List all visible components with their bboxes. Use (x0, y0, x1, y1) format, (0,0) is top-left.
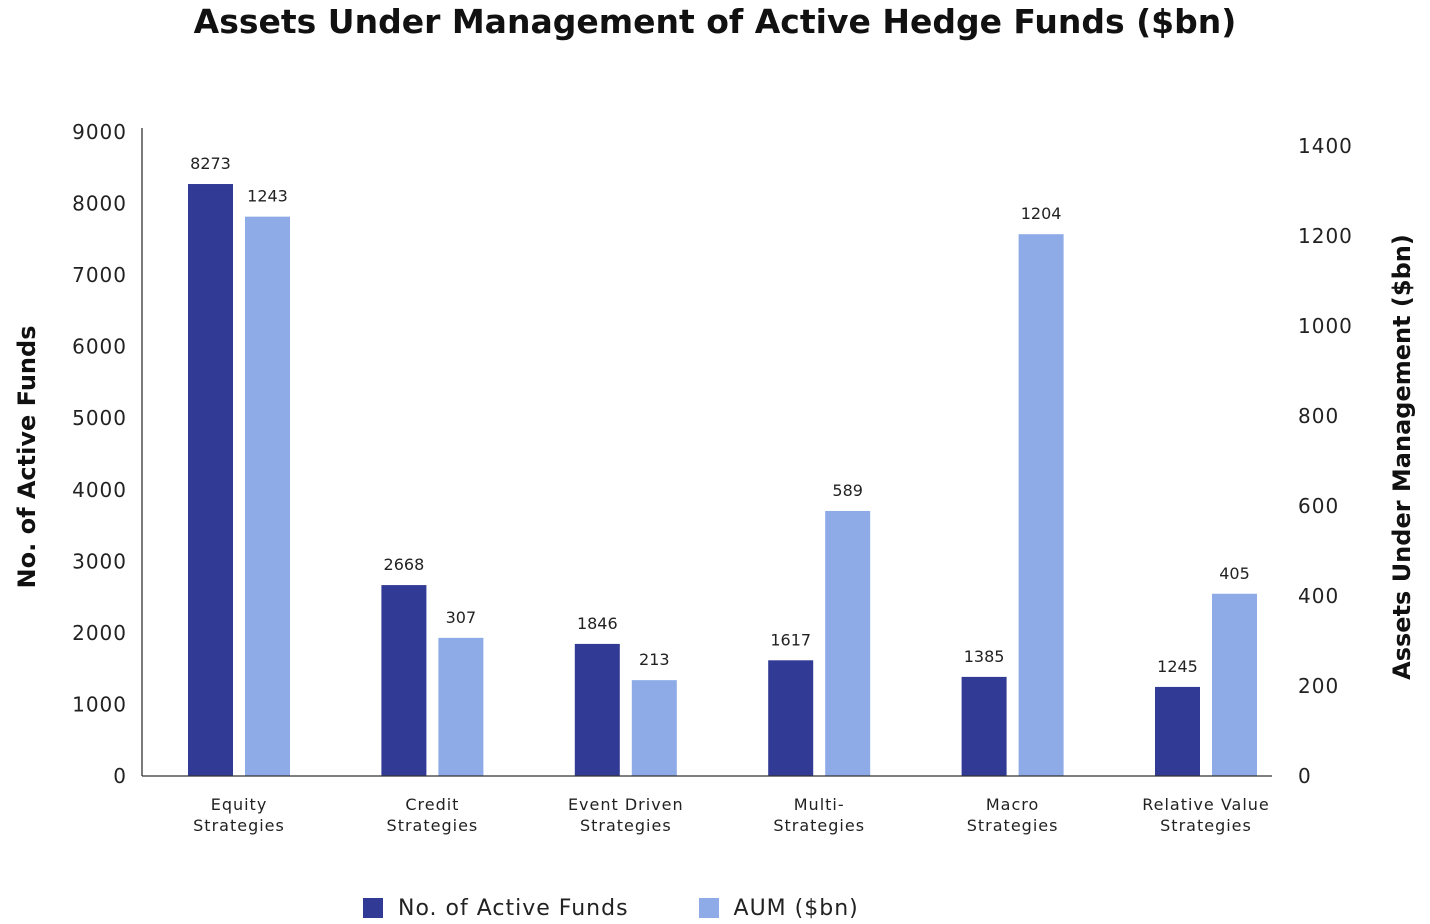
y2-tick-label-200: 200 (1298, 674, 1339, 698)
bar-funds-1 (381, 585, 427, 776)
bar-funds-0 (188, 184, 233, 777)
data-label-funds-1: 2668 (384, 555, 425, 574)
data-label-funds-4: 1385 (964, 647, 1005, 666)
x-tick-label-3-1: Strategies (773, 816, 865, 835)
y-tick-label-0: 0 (113, 764, 127, 788)
x-tick-label-4-0: Macro (986, 795, 1039, 814)
bar-aum-1 (438, 637, 484, 776)
x-tick-label-0-1: Strategies (193, 816, 285, 835)
data-label-funds-5: 1245 (1157, 657, 1198, 676)
y-tick-label-9000: 9000 (72, 120, 127, 144)
bar-aum-4 (1018, 234, 1064, 776)
y-tick-label-1000: 1000 (72, 692, 127, 716)
bar-funds-5 (1155, 686, 1200, 776)
bar-aum-5 (1212, 593, 1257, 776)
data-label-aum-1: 307 (446, 608, 477, 627)
data-label-aum-5: 405 (1219, 564, 1250, 583)
bar-aum-3 (825, 510, 871, 776)
y2-tick-label-1400: 1400 (1298, 134, 1353, 158)
legend: No. of Active Funds AUM ($bn) (363, 893, 929, 923)
x-tick-label-5-0: Relative Value (1142, 795, 1270, 814)
legend-swatch-funds (363, 898, 383, 918)
data-label-funds-3: 1617 (770, 630, 811, 649)
chart-title: Assets Under Management of Active Hedge … (193, 2, 1237, 41)
bar-funds-3 (768, 660, 814, 776)
x-tick-label-4-1: Strategies (967, 816, 1059, 835)
y-tick-label-2000: 2000 (72, 621, 127, 645)
bar-aum-0 (245, 216, 290, 776)
x-tick-label-5-1: Strategies (1160, 816, 1252, 835)
y2-tick-label-1200: 1200 (1298, 224, 1353, 248)
data-label-aum-0: 1243 (247, 187, 288, 206)
legend-swatch-aum (698, 898, 719, 918)
legend-label-funds: No. of Active Funds (398, 895, 629, 921)
y-tick-label-3000: 3000 (72, 549, 127, 573)
data-label-aum-3: 589 (832, 481, 863, 500)
x-tick-label-3-0: Multi- (794, 795, 845, 814)
y2-tick-label-1000: 1000 (1298, 314, 1353, 338)
y-axis-title: No. of Active Funds (13, 326, 41, 589)
x-tick-label-2-1: Strategies (580, 816, 672, 835)
y-tick-label-6000: 6000 (72, 335, 127, 359)
axes-layer: Equity Strategies Credit Strategies Event Dr… (13, 120, 1416, 835)
bar-funds-4 (961, 676, 1007, 776)
data-label-aum-4: 1204 (1021, 204, 1062, 223)
bar-funds-2 (574, 643, 620, 776)
legend-item-aum: AUM ($bn) (698, 895, 859, 921)
legend-item-funds: No. of Active Funds (363, 896, 629, 921)
bar-aum-2 (631, 680, 677, 776)
bars-layer (188, 184, 1257, 777)
y2-axis-title: Assets Under Management ($bn) (1388, 234, 1416, 680)
data-label-funds-2: 1846 (577, 614, 618, 633)
y-tick-label-7000: 7000 (72, 263, 127, 287)
y2-tick-label-800: 800 (1298, 404, 1339, 428)
y2-tick-label-400: 400 (1298, 584, 1339, 608)
y2-tick-label-600: 600 (1298, 494, 1339, 518)
x-tick-label-1-0: Credit (405, 795, 459, 814)
x-tick-label-2-0: Event Driven (568, 795, 684, 814)
y-tick-label-5000: 5000 (72, 406, 127, 430)
y-tick-label-4000: 4000 (72, 478, 127, 502)
x-tick-label-1-1: Strategies (387, 816, 479, 835)
legend-label-aum: AUM ($bn) (733, 895, 859, 921)
data-labels-layer: 8273 1243 2668 307 1846 213 1617 589 1385 1204 124… (190, 154, 1250, 676)
data-label-funds-0: 8273 (190, 154, 231, 173)
y2-tick-label-0: 0 (1298, 764, 1312, 788)
y-tick-label-8000: 8000 (72, 192, 127, 216)
data-label-aum-2: 213 (639, 650, 670, 669)
x-tick-label-0-0: Equity (211, 795, 268, 814)
